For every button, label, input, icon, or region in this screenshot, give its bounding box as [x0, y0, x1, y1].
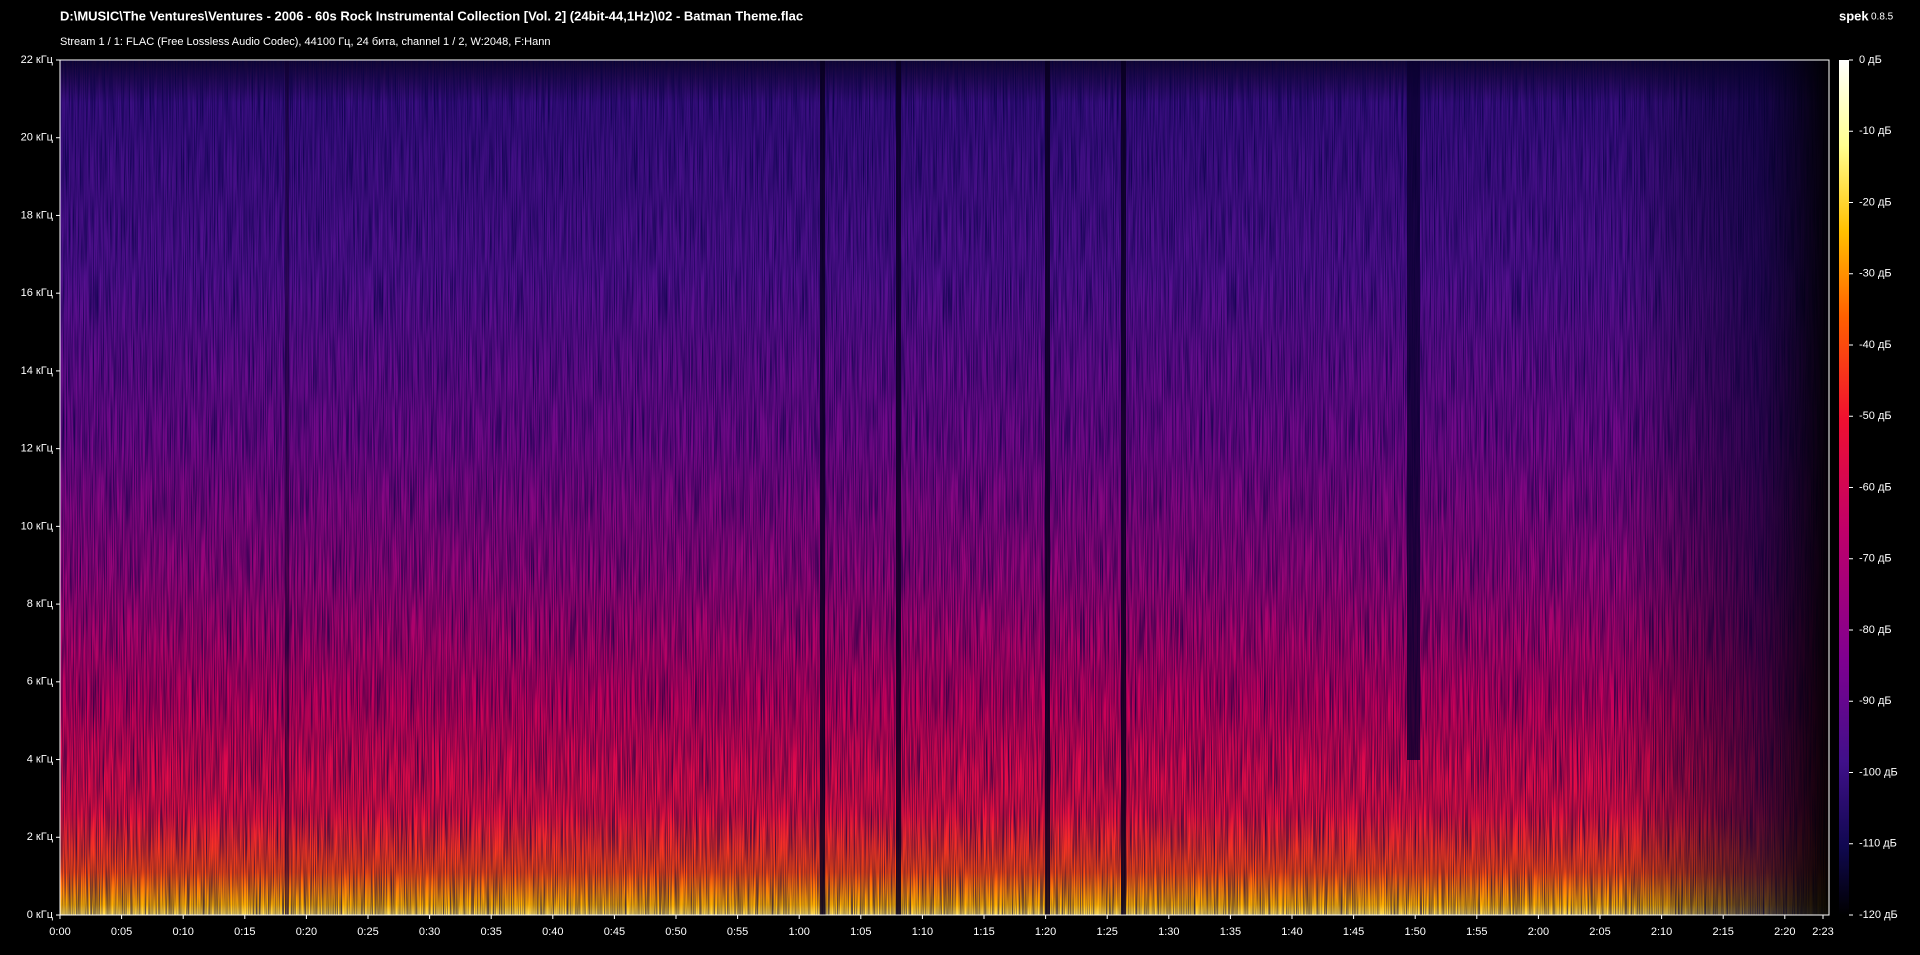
x-tick-label: 1:35 — [1220, 926, 1241, 938]
x-tick-label: 0:00 — [49, 926, 70, 938]
y-tick-label: 0 кГц — [27, 909, 54, 921]
spectrogram — [59, 59, 1830, 916]
plot-frame — [59, 59, 1830, 916]
x-tick-label: 0:50 — [665, 926, 686, 938]
x-tick-label: 1:00 — [788, 926, 809, 938]
x-tick-label: 0:40 — [542, 926, 563, 938]
x-tick-label: 1:50 — [1404, 926, 1425, 938]
x-tick-label: 2:05 — [1589, 926, 1610, 938]
level-tick-label: -100 дБ — [1859, 766, 1898, 778]
level-tick-label: -50 дБ — [1859, 410, 1892, 422]
y-tick-label: 14 кГц — [21, 365, 54, 377]
x-tick-label: 1:05 — [850, 926, 871, 938]
y-tick-label: 2 кГц — [27, 831, 54, 843]
x-tick-label: 1:15 — [973, 926, 994, 938]
y-tick-label: 4 кГц — [27, 753, 54, 765]
level-colorbar — [1839, 60, 1849, 915]
x-tick-label: 2:23 — [1812, 926, 1833, 938]
level-tick-label: -10 дБ — [1859, 125, 1892, 137]
level-tick-label: -20 дБ — [1859, 196, 1892, 208]
x-tick-label: 1:20 — [1035, 926, 1056, 938]
x-tick-label: 1:30 — [1158, 926, 1179, 938]
x-tick-label: 0:35 — [480, 926, 501, 938]
y-tick-label: 6 кГц — [27, 676, 54, 688]
x-tick-label: 0:30 — [419, 926, 440, 938]
axes: 0 кГц 2 кГц 4 кГц 6 кГц 8 кГц 10 кГц 12 кГц 14 … — [21, 54, 1898, 938]
level-tick-label: -80 дБ — [1859, 624, 1892, 636]
level-tick-label: 0 дБ — [1859, 54, 1882, 66]
y-tick-label: 10 кГц — [21, 520, 54, 532]
x-tick-label: 2:15 — [1712, 926, 1733, 938]
x-tick-label: 1:40 — [1281, 926, 1302, 938]
x-tick-label: 2:00 — [1528, 926, 1549, 938]
x-tick-label: 0:20 — [296, 926, 317, 938]
x-tick-label: 0:05 — [111, 926, 132, 938]
x-tick-label: 0:25 — [357, 926, 378, 938]
x-tick-label: 2:10 — [1651, 926, 1672, 938]
y-tick-label: 8 кГц — [27, 598, 54, 610]
stream-info: Stream 1 / 1: FLAC (Free Lossless Audio … — [60, 36, 550, 48]
y-tick-label: 16 кГц — [21, 287, 54, 299]
x-tick-label: 1:25 — [1096, 926, 1117, 938]
level-tick-label: -70 дБ — [1859, 553, 1892, 565]
app-name: spek — [1839, 8, 1869, 23]
level-tick-label: -60 дБ — [1859, 481, 1892, 493]
file-title: D:\MUSIC\The Ventures\Ventures - 2006 - … — [60, 8, 803, 23]
app-version: 0.8.5 — [1871, 12, 1894, 23]
x-tick-label: 2:20 — [1774, 926, 1795, 938]
y-tick-label: 18 кГц — [21, 209, 54, 221]
x-tick-label: 1:10 — [912, 926, 933, 938]
x-tick-label: 0:55 — [727, 926, 748, 938]
x-tick-label: 1:45 — [1343, 926, 1364, 938]
level-tick-label: -90 дБ — [1859, 695, 1892, 707]
y-tick-label: 12 кГц — [21, 443, 54, 455]
x-tick-label: 0:10 — [172, 926, 193, 938]
level-tick-label: -110 дБ — [1859, 838, 1897, 850]
spectrogram-fade — [60, 60, 1829, 915]
y-tick-label: 22 кГц — [21, 54, 54, 66]
x-tick-label: 0:45 — [604, 926, 625, 938]
level-tick-label: -30 дБ — [1859, 268, 1892, 280]
level-tick-label: -120 дБ — [1859, 909, 1898, 921]
x-tick-label: 0:15 — [234, 926, 255, 938]
level-tick-label: -40 дБ — [1859, 339, 1892, 351]
y-tick-label: 20 кГц — [21, 132, 54, 144]
x-tick-label: 1:55 — [1466, 926, 1487, 938]
